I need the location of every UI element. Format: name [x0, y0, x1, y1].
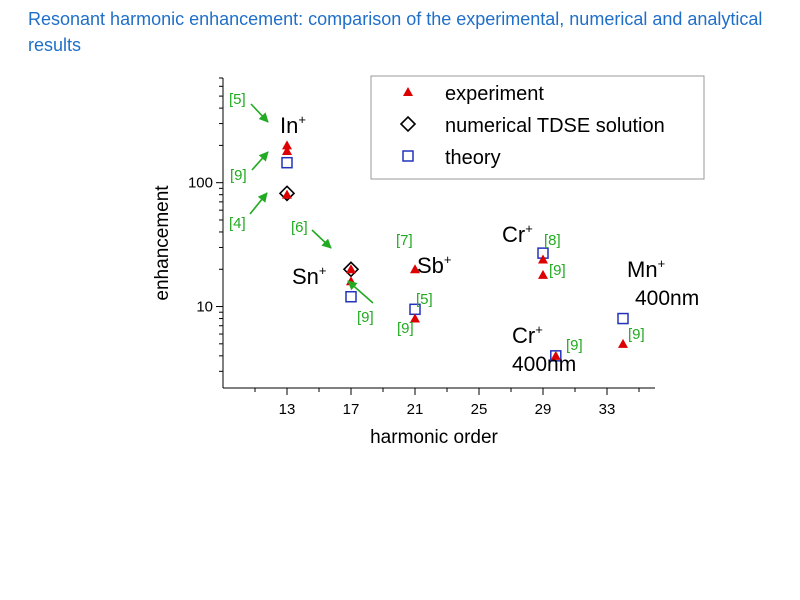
experiment-point: [282, 189, 292, 199]
numerical-point: [278, 185, 296, 202]
reference-label: [6]: [291, 219, 308, 236]
x-axis-title: harmonic order: [370, 427, 498, 448]
legend-marker-triangle: [403, 87, 413, 96]
x-tick-label: 13: [279, 401, 296, 418]
experiment-point: [538, 254, 548, 264]
reference-arrow: [249, 192, 268, 215]
reference-label: [8]: [544, 232, 561, 249]
y-axis-title: enhancement: [152, 185, 173, 301]
experiment-point: [282, 140, 292, 150]
experiment-point: [410, 313, 420, 323]
reference-label: [9]: [549, 262, 566, 279]
theory-point: [281, 156, 293, 169]
legend-label: experiment: [445, 83, 544, 105]
theory-point: [617, 312, 629, 325]
legend-label: theory: [445, 147, 501, 169]
reference-label: [5]: [416, 291, 433, 308]
ion-label: Cr+: [502, 221, 533, 247]
reference-arrow: [251, 151, 269, 171]
x-tick-label: 29: [535, 401, 552, 418]
reference-arrow: [347, 280, 374, 304]
experiment-point: [618, 338, 628, 348]
y-tick-label: 10: [196, 299, 213, 316]
experiment-point: [550, 350, 561, 360]
ion-label: In+: [280, 112, 306, 138]
reference-label: [9]: [397, 320, 414, 337]
wavelength-label: 400nm: [512, 353, 576, 376]
reference-label: [7]: [396, 232, 413, 249]
reference-arrow: [250, 103, 269, 123]
theory-point: [345, 290, 357, 303]
x-tick-label: 33: [599, 401, 616, 418]
ion-label: Mn+: [627, 256, 665, 282]
experiment-point: [282, 146, 292, 156]
reference-label: [4]: [229, 215, 246, 232]
numerical-point: [342, 261, 360, 278]
reference-label: [9]: [628, 326, 645, 343]
x-tick-label: 21: [407, 401, 424, 418]
ion-label: Cr+: [512, 322, 543, 348]
legend-box: [370, 75, 705, 180]
y-tick-label: 100: [188, 175, 213, 192]
legend-marker-square: [402, 150, 414, 162]
ion-label: Sn+: [292, 263, 327, 289]
legend-label: numerical TDSE solution: [445, 115, 665, 137]
reference-label: [9]: [566, 337, 583, 354]
reference-label: [9]: [230, 167, 247, 184]
reference-arrow: [311, 229, 332, 249]
experiment-point: [538, 269, 548, 279]
x-tick-label: 25: [471, 401, 488, 418]
wavelength-label: 400nm: [635, 287, 699, 310]
slide-title: Resonant harmonic enhancement: compariso…: [28, 9, 763, 55]
x-tick-label: 17: [343, 401, 360, 418]
experiment-point: [346, 264, 356, 274]
reference-label: [5]: [229, 91, 246, 108]
legend-marker-diamond: [399, 115, 417, 133]
reference-label: [9]: [357, 309, 374, 326]
experiment-point: [410, 264, 420, 274]
ion-label: Sb+: [417, 252, 452, 278]
